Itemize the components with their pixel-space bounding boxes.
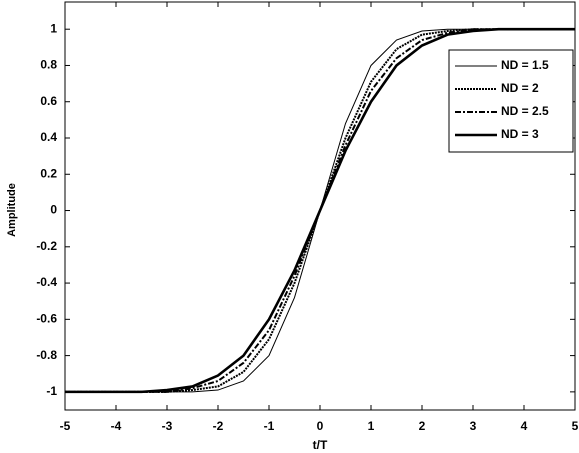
legend-label: ND = 2.5 [501,104,549,118]
y-tick-label: 0.4 [40,130,57,144]
x-tick-label: 0 [317,419,324,433]
legend-label: ND = 1.5 [501,58,549,72]
x-tick-label: -5 [60,419,71,433]
x-tick-label: -1 [264,419,275,433]
x-axis-label: t/T [313,438,328,452]
data-line [65,27,575,394]
x-tick-label: 3 [470,419,477,433]
y-axis-label: Amplitude [6,183,18,237]
y-tick-label: -0.4 [36,275,57,289]
y-tick-label: 0.6 [40,94,57,108]
y-tick-label: -0.2 [36,239,57,253]
legend-label: ND = 2 [501,81,539,95]
y-tick-label: -1 [46,384,57,398]
x-tick-label: 2 [419,419,426,433]
y-tick-label: 0.8 [40,58,57,72]
legend-label: ND = 3 [501,127,539,141]
y-tick-label: 0 [50,203,57,217]
x-tick-label: -4 [111,419,122,433]
x-tick-label: -3 [162,419,173,433]
x-tick-label: 5 [572,419,579,433]
y-tick-label: -0.6 [36,312,57,326]
y-tick-label: -0.8 [36,348,57,362]
x-tick-label: 4 [521,419,528,433]
x-tick-label: -2 [213,419,224,433]
y-tick-label: 1 [50,21,57,35]
x-tick-label: 1 [368,419,375,433]
y-tick-label: 0.2 [40,166,57,180]
